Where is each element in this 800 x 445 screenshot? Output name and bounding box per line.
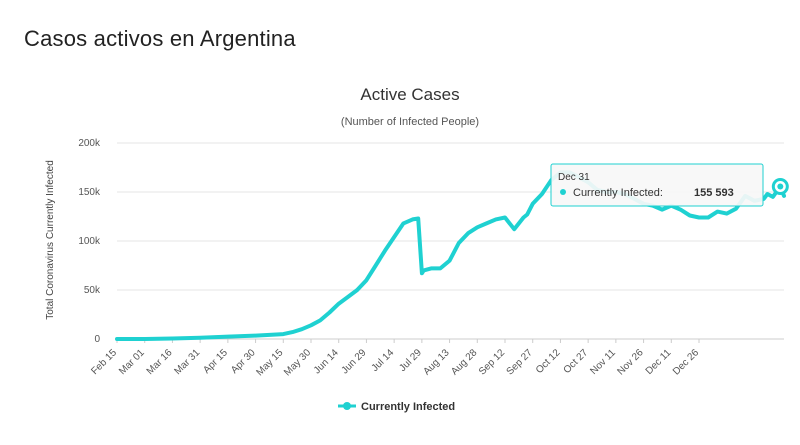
x-tick-label: Sep 12	[477, 347, 507, 377]
x-tick-label: Aug 13	[422, 347, 452, 377]
legend[interactable]: Currently Infected	[338, 401, 455, 413]
x-tick-label: Feb 15	[89, 347, 119, 377]
y-axis-label: Total Coronavirus Currently Infected	[45, 160, 56, 320]
series-layer	[115, 170, 789, 341]
x-tick-label: Jun 14	[312, 347, 341, 376]
tooltip: Dec 31 Currently Infected: 155 593	[550, 163, 764, 207]
y-tick-label: 0	[94, 334, 100, 345]
chart-title: Active Cases	[360, 85, 459, 104]
tooltip-series-dot	[560, 189, 566, 195]
tooltip-series-label: Currently Infected:	[573, 187, 663, 199]
x-tick-label: May 30	[282, 347, 313, 378]
x-tick-label: Apr 30	[229, 347, 258, 376]
x-tick-label: Jun 29	[340, 347, 369, 376]
x-tick-label: May 15	[254, 347, 285, 378]
legend-swatch-dot	[343, 402, 351, 410]
x-tick-label: Oct 12	[534, 347, 563, 376]
x-tick-label: Apr 15	[201, 347, 230, 376]
x-tick-label: Mar 01	[117, 347, 147, 377]
tooltip-box	[550, 163, 764, 207]
x-tick-label: Sep 27	[505, 347, 535, 377]
y-tick-label: 50k	[84, 285, 101, 296]
chart-subtitle: (Number of Infected People)	[341, 116, 479, 128]
y-tick-label: 150k	[78, 187, 101, 198]
x-tick-label: Jul 14	[370, 347, 397, 374]
y-tick-label: 100k	[78, 236, 101, 247]
x-tick-label: Nov 11	[588, 347, 618, 377]
series-line-currently-infected	[115, 170, 786, 341]
tooltip-date: Dec 31	[558, 172, 590, 183]
tooltip-value: 155 593	[694, 187, 734, 199]
page-heading: Casos activos en Argentina	[24, 26, 296, 51]
x-tick-label: Dec 11	[644, 347, 674, 377]
legend-label-currently-infected: Currently Infected	[361, 401, 455, 413]
hover-point-dot	[777, 183, 784, 190]
x-tick-label: Dec 26	[671, 347, 701, 377]
x-tick-label: Mar 31	[172, 347, 202, 377]
y-tick-label: 200k	[78, 138, 101, 149]
x-tick-label: Mar 16	[145, 347, 175, 377]
y-axis-ticks: 0 50k 100k 150k 200k	[78, 138, 101, 345]
x-tick-label: Nov 26	[616, 347, 646, 377]
x-tick-label: Aug 28	[449, 347, 479, 377]
x-tick-label: Oct 27	[562, 347, 591, 376]
x-tick-label: Jul 29	[397, 347, 424, 374]
